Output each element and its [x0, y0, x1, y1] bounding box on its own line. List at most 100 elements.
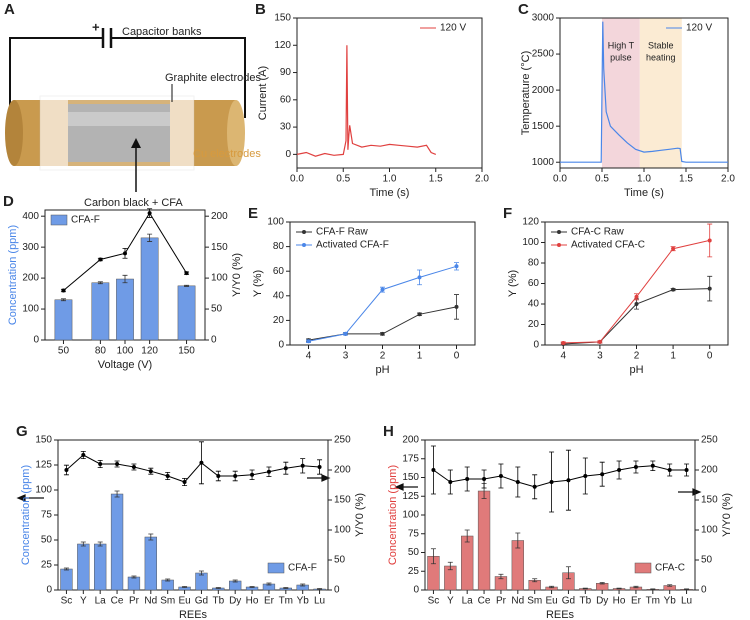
legend-swatch [50, 214, 68, 226]
y-tick-label: 60 [528, 278, 540, 289]
x-tick-label: Gd [195, 596, 208, 607]
x-tick-label: Tm [279, 596, 293, 607]
x-axis-label: REEs [546, 609, 575, 620]
x-tick-label: 2.0 [475, 174, 489, 185]
error-bar [148, 533, 154, 541]
error-bar [165, 578, 171, 582]
panel-label: C [518, 1, 529, 18]
x-tick-label: Yb [297, 596, 310, 607]
error-bar [317, 459, 323, 475]
panel-a: A + Capacitor banks Graphite electrodes … [4, 1, 261, 209]
legend-swatch [302, 243, 306, 247]
panel-d: 0 100 200 300 400 0 50 100 150 200 50 80 100 120 150 Vo… [3, 193, 243, 371]
legend-swatch [557, 243, 561, 247]
bar [60, 568, 73, 591]
y-axis-label: Temperature (°C) [520, 51, 532, 135]
y2-tick-label: 200 [211, 211, 228, 222]
y-tick-label: 0 [285, 149, 291, 160]
legend-label: CFA-F Raw [316, 227, 368, 238]
plus-sign: + [92, 19, 100, 34]
y-tick-label: 50 [41, 535, 53, 546]
y-tick-label: 100 [522, 237, 539, 248]
panel-label: F [503, 205, 512, 222]
arrowhead [131, 138, 141, 148]
cu-end [5, 100, 23, 166]
x-tick-label: Eu [545, 596, 557, 607]
x-tick-label: Dy [596, 596, 608, 607]
panel-h: 0 25 50 75 100 125 150 175 200 0 50 100 150 200 250 Sc Y… [383, 423, 733, 620]
legend-label: CFA-F [288, 563, 317, 574]
error-bar [147, 233, 153, 242]
error-bar [60, 298, 66, 302]
legend-label: CFA-F [71, 215, 100, 226]
y-tick-label: 150 [402, 472, 419, 483]
x-tick-label: Y [80, 596, 87, 607]
x-tick-label: 0.0 [290, 174, 304, 185]
label: Capacitor banks [122, 26, 202, 38]
error-bar [447, 561, 453, 571]
error-bar [114, 460, 120, 468]
bar [54, 299, 73, 341]
bar [127, 576, 141, 591]
quartz-tube [39, 95, 195, 171]
arrowhead [321, 474, 331, 482]
error-bar [343, 332, 348, 336]
bar [116, 278, 134, 341]
x-tick-label: 120 [141, 346, 158, 357]
line [66, 454, 320, 483]
y-tick-label: 80 [273, 241, 285, 252]
y-tick-label: 100 [267, 217, 284, 228]
error-bar [198, 570, 204, 576]
y-tick-label: 0 [533, 340, 539, 351]
x-axis-label: REEs [179, 609, 208, 620]
error-bar [582, 457, 588, 495]
y-tick-label: 2500 [532, 49, 555, 60]
error-bar [599, 461, 605, 487]
x-tick-label: Sm [527, 596, 542, 607]
legend-label: CFA-C [655, 563, 685, 574]
y-tick-label: 25 [408, 566, 420, 577]
x-tick-label: Sm [160, 596, 175, 607]
y-tick-label: 300 [22, 242, 39, 253]
error-bar [430, 445, 436, 495]
region-label: heating [646, 52, 676, 62]
error-bar [430, 548, 436, 565]
error-bar [97, 257, 103, 262]
error-bar [317, 588, 323, 590]
highlight [68, 112, 170, 126]
error-bar [532, 578, 538, 583]
panel-label: B [255, 1, 266, 18]
error-bar [60, 288, 66, 293]
error-bar [633, 585, 639, 589]
error-bar [300, 583, 306, 587]
y-tick-label: 400 [22, 211, 39, 222]
y-tick-label: 90 [280, 67, 292, 78]
error-bar [122, 247, 128, 259]
region-label: pulse [610, 52, 632, 62]
error-bar [582, 587, 588, 590]
error-bar [283, 587, 289, 589]
legend-swatch [302, 230, 306, 234]
error-bar [80, 451, 86, 459]
x-tick-label: Er [264, 596, 275, 607]
x-tick-label: 2 [380, 351, 386, 362]
x-tick-label: 50 [58, 346, 70, 357]
error-bar [232, 579, 238, 583]
error-bar [266, 466, 272, 477]
y2-tick-label: 50 [211, 304, 223, 315]
y2-axis-label: Y/Y0 (%) [231, 253, 243, 297]
x-axis-label: pH [629, 364, 643, 376]
error-bar [532, 474, 538, 500]
label: Carbon black + CFA [84, 197, 183, 209]
error-bar [633, 460, 639, 474]
y2-tick-label: 50 [334, 555, 346, 566]
y-tick-label: 125 [35, 460, 52, 471]
y-axis-label: Concentration (ppm) [387, 465, 399, 565]
x-tick-label: 1 [670, 351, 676, 362]
legend-label: Activated CFA-C [571, 240, 645, 251]
x-tick-label: Sc [428, 596, 440, 607]
y2-tick-label: 100 [334, 525, 351, 536]
x-axis-label: Time (s) [370, 187, 410, 199]
error-bar [597, 340, 603, 344]
x-tick-label: 1.5 [679, 174, 693, 185]
